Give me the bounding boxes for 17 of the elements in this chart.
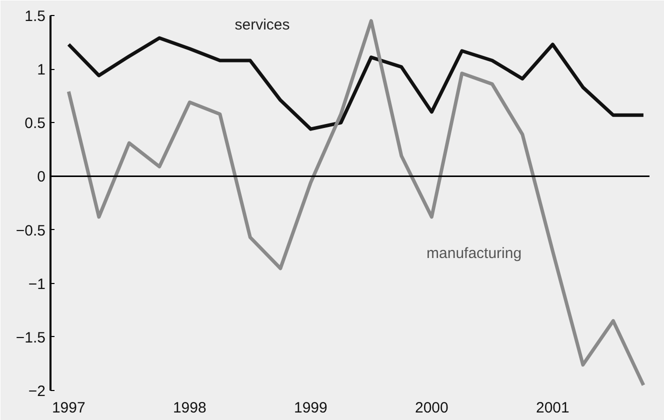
y-tick-label: −0.5 xyxy=(16,222,46,240)
x-tick-label: 1998 xyxy=(172,400,206,416)
y-tick-label: 1 xyxy=(37,62,46,79)
line-series xyxy=(66,36,646,131)
x-tick-label: 1997 xyxy=(52,400,86,416)
x-tick-label: 1999 xyxy=(294,400,328,416)
y-tick-label: 0 xyxy=(37,168,46,186)
series-label: manufacturing xyxy=(426,244,522,262)
y-tick-label: −1.5 xyxy=(16,329,46,346)
x-tick-label: 2000 xyxy=(414,400,448,416)
y-tick-label: −1 xyxy=(28,276,46,293)
y-tick-label: −2 xyxy=(28,383,46,400)
x-tick-label: 2001 xyxy=(536,400,570,416)
line-series xyxy=(66,19,646,387)
y-tick-label: 1.5 xyxy=(24,8,46,25)
series-label: services xyxy=(234,16,290,34)
y-tick-label: 0.5 xyxy=(24,115,46,132)
